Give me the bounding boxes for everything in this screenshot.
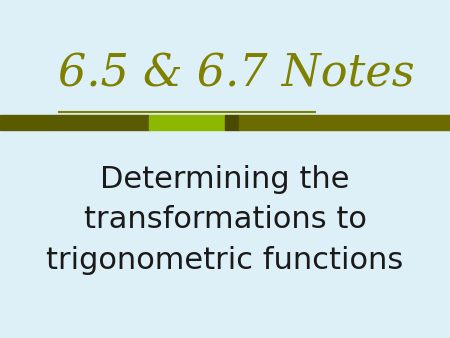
- Bar: [0, 115, 148, 130]
- Bar: [238, 115, 450, 130]
- Text: Determining the
transformations to
trigonometric functions: Determining the transformations to trigo…: [46, 165, 404, 275]
- Bar: [225, 115, 238, 130]
- Bar: [148, 115, 225, 130]
- Text: 6.5 & 6.7 Notes: 6.5 & 6.7 Notes: [58, 53, 415, 96]
